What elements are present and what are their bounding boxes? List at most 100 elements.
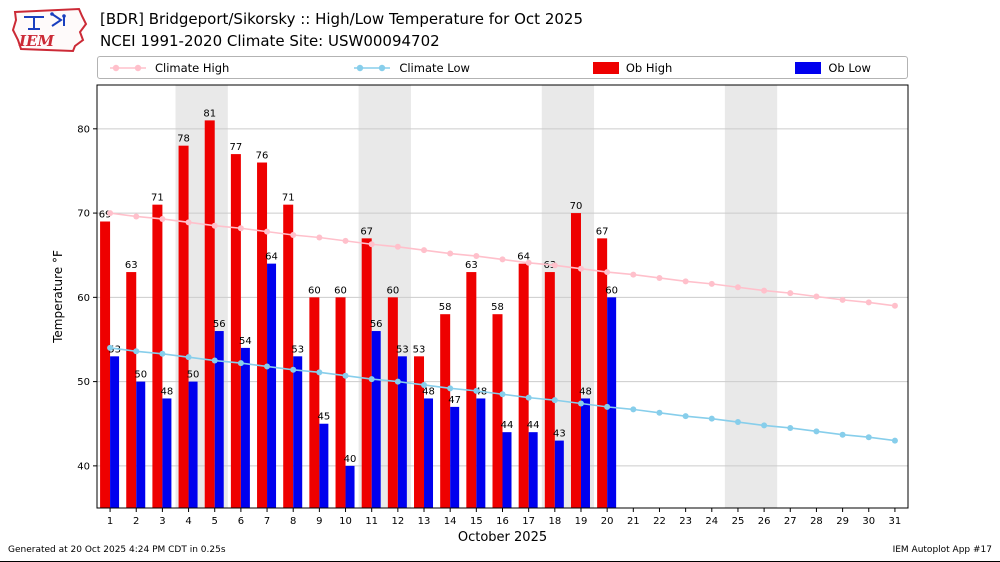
bar-value-label: 71	[282, 193, 295, 204]
climate-low-marker	[316, 369, 323, 376]
ob-high-bar	[544, 272, 555, 508]
bar-value-label: 53	[291, 344, 304, 355]
ob-low-bar	[424, 398, 434, 508]
climate-low-marker	[394, 378, 401, 385]
ob-low-bar	[110, 356, 120, 508]
climate-low-marker	[159, 350, 166, 357]
x-tick-label: 6	[238, 516, 244, 527]
climate-high-marker	[107, 210, 114, 217]
x-tick-label: 20	[601, 516, 614, 527]
ob-high-bar	[152, 204, 163, 508]
climate-low-marker	[604, 403, 611, 410]
x-tick-label: 15	[470, 516, 483, 527]
x-tick-label: 17	[522, 516, 535, 527]
x-tick-label: 4	[185, 516, 191, 527]
x-tick-label: 10	[339, 516, 352, 527]
climate-low-marker	[761, 422, 768, 429]
climate-low-marker	[577, 400, 584, 407]
climate-low-marker	[708, 415, 715, 422]
climate-high-marker	[342, 237, 349, 244]
bar-value-label: 64	[265, 252, 278, 263]
ob-low-bar	[502, 432, 512, 508]
climate-low-marker	[290, 366, 297, 373]
x-tick-label: 9	[316, 516, 322, 527]
footer-app-text: IEM Autoplot App #17	[892, 545, 992, 555]
x-tick-label: 27	[784, 516, 797, 527]
climate-low-marker	[630, 406, 637, 413]
bar-value-label: 58	[439, 302, 452, 313]
climate-high-marker	[577, 265, 584, 272]
bar-value-label: 48	[579, 386, 592, 397]
climate-high-marker	[499, 256, 506, 263]
climate-low-marker	[368, 376, 375, 383]
ob-high-bar	[204, 120, 215, 508]
bar-value-label: 70	[570, 201, 583, 212]
bar-value-label: 44	[501, 420, 514, 431]
x-tick-label: 14	[444, 516, 457, 527]
ob-low-bar	[345, 465, 355, 508]
legend-line-marker-icon	[354, 64, 391, 71]
weekend-band	[724, 85, 778, 508]
bar-value-label: 60	[334, 285, 347, 296]
ob-high-bar	[361, 238, 372, 508]
ob-low-bar	[450, 406, 460, 508]
climate-low-marker	[264, 363, 271, 370]
x-tick-label: 26	[758, 516, 771, 527]
climate-high-marker	[630, 271, 637, 278]
climate-high-marker	[525, 259, 532, 266]
climate-high-marker	[656, 274, 663, 281]
climate-high-marker	[290, 231, 297, 238]
ob-low-bar	[162, 398, 172, 508]
x-tick-label: 30	[862, 516, 875, 527]
y-tick-label: 80	[77, 124, 90, 135]
ob-high-bar	[597, 238, 608, 508]
climate-high-marker	[421, 247, 428, 254]
x-tick-label: 3	[159, 516, 165, 527]
ob-high-bar	[335, 297, 346, 508]
iowa-outline-graphic: IEM	[11, 7, 88, 53]
y-tick-label: 40	[77, 461, 90, 472]
legend-label: Climate Low	[399, 60, 470, 75]
logo-text: IEM	[18, 32, 54, 50]
bar-value-label: 53	[108, 344, 121, 355]
x-tick-label: 8	[290, 516, 296, 527]
x-tick-label: 16	[496, 516, 509, 527]
x-tick-label: 21	[627, 516, 640, 527]
climate-high-marker	[185, 219, 192, 226]
climate-low-marker	[421, 381, 428, 388]
climate-high-marker	[316, 234, 323, 241]
x-tick-label: 18	[548, 516, 561, 527]
bar-value-label: 69	[99, 210, 112, 221]
legend-patch-marker-icon	[592, 61, 619, 74]
bar-value-label: 63	[465, 260, 478, 271]
ob-high-bar	[230, 154, 241, 508]
bar-value-label: 77	[230, 142, 243, 153]
x-tick-label: 1	[107, 516, 113, 527]
ob-low-bar	[240, 347, 250, 508]
bar-value-label: 63	[125, 260, 138, 271]
y-tick-label: 60	[77, 293, 90, 304]
climate-high-marker	[237, 225, 244, 232]
climate-low-marker	[447, 385, 454, 392]
ob-high-bar	[257, 162, 268, 508]
bar-value-label: 43	[553, 429, 566, 440]
climate-high-marker	[447, 250, 454, 257]
bar-value-label: 47	[448, 395, 461, 406]
bar-value-label: 81	[203, 108, 216, 119]
climate-low-marker	[656, 409, 663, 416]
x-tick-label: 11	[365, 516, 378, 527]
climate-low-marker	[787, 424, 794, 431]
bar-value-label: 56	[213, 319, 226, 330]
climate-low-marker	[865, 434, 872, 441]
legend-item-climate-high: Climate High	[108, 61, 229, 75]
climate-low-marker	[133, 348, 140, 355]
climate-high-marker	[682, 278, 689, 285]
bar-value-label: 67	[360, 226, 373, 237]
ob-high-bar	[570, 213, 581, 508]
ob-high-bar	[126, 272, 137, 508]
legend-patch-marker-icon	[795, 61, 822, 74]
x-tick-label: 31	[889, 516, 902, 527]
bar-value-label: 45	[318, 412, 331, 423]
